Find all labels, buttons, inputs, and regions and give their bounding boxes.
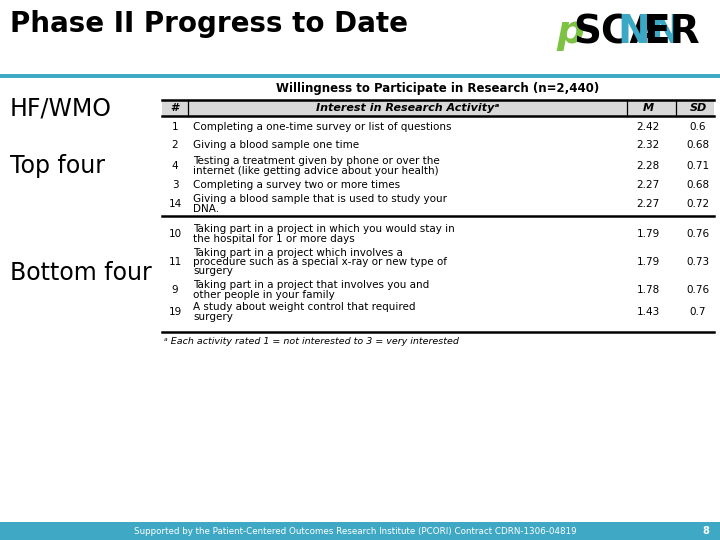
Text: 2: 2 [171, 140, 179, 150]
Text: SCA: SCA [573, 13, 660, 51]
Text: Taking part in a project which involves a: Taking part in a project which involves … [193, 248, 403, 258]
Text: Bottom four: Bottom four [10, 261, 152, 285]
Text: 19: 19 [168, 307, 181, 317]
Text: 0.76: 0.76 [686, 229, 710, 239]
Text: 2.32: 2.32 [636, 140, 660, 150]
Text: 0.72: 0.72 [686, 199, 710, 209]
Text: SD: SD [689, 103, 706, 113]
Text: #: # [171, 103, 180, 113]
Text: 0.68: 0.68 [686, 180, 710, 190]
Text: 3: 3 [171, 180, 179, 190]
Text: Giving a blood sample that is used to study your: Giving a blood sample that is used to st… [193, 194, 447, 204]
Text: Taking part in a project in which you would stay in: Taking part in a project in which you wo… [193, 224, 455, 234]
Text: 2.42: 2.42 [636, 122, 660, 132]
Text: surgery: surgery [193, 266, 233, 276]
Text: ER: ER [643, 13, 700, 51]
Text: 2.27: 2.27 [636, 180, 660, 190]
Text: 2.27: 2.27 [636, 199, 660, 209]
Text: 14: 14 [168, 199, 181, 209]
Text: M: M [642, 103, 654, 113]
Text: 0.6: 0.6 [690, 122, 706, 132]
Text: HF/WMO: HF/WMO [10, 96, 112, 120]
Text: Giving a blood sample one time: Giving a blood sample one time [193, 140, 359, 150]
Text: p: p [556, 13, 584, 51]
Text: surgery: surgery [193, 312, 233, 322]
Text: Supported by the Patient-Centered Outcomes Research Institute (PCORI) Contract C: Supported by the Patient-Centered Outcom… [134, 526, 576, 536]
Text: Taking part in a project that involves you and: Taking part in a project that involves y… [193, 280, 429, 290]
Text: the hospital for 1 or more days: the hospital for 1 or more days [193, 234, 355, 244]
Text: Phase II Progress to Date: Phase II Progress to Date [10, 10, 408, 38]
Text: Interest in Research Activityᵃ: Interest in Research Activityᵃ [316, 103, 499, 113]
Text: 8: 8 [703, 526, 709, 536]
Text: 0.68: 0.68 [686, 140, 710, 150]
Text: ᵃ Each activity rated 1 = not interested to 3 = very interested: ᵃ Each activity rated 1 = not interested… [164, 337, 459, 346]
Text: 0.7: 0.7 [690, 307, 706, 317]
Text: 1.79: 1.79 [636, 229, 660, 239]
Text: 1.79: 1.79 [636, 257, 660, 267]
Text: other people in your family: other people in your family [193, 290, 335, 300]
Text: NN: NN [617, 13, 683, 51]
Text: 9: 9 [171, 285, 179, 295]
Text: 0.76: 0.76 [686, 285, 710, 295]
Text: Completing a one-time survey or list of questions: Completing a one-time survey or list of … [193, 122, 451, 132]
Text: 2.28: 2.28 [636, 161, 660, 171]
Text: 1.43: 1.43 [636, 307, 660, 317]
Text: Testing a treatment given by phone or over the: Testing a treatment given by phone or ov… [193, 156, 440, 166]
Text: 1: 1 [171, 122, 179, 132]
Text: Completing a survey two or more times: Completing a survey two or more times [193, 180, 400, 190]
Text: 11: 11 [168, 257, 181, 267]
Text: procedure such as a special x-ray or new type of: procedure such as a special x-ray or new… [193, 257, 447, 267]
Text: DNA.: DNA. [193, 204, 219, 214]
Text: Willingness to Participate in Research (n=2,440): Willingness to Participate in Research (… [276, 82, 600, 95]
Text: 0.71: 0.71 [686, 161, 710, 171]
Text: Top four: Top four [10, 153, 105, 178]
Bar [0, 522, 720, 540]
Bar [162, 100, 714, 116]
Text: 1.78: 1.78 [636, 285, 660, 295]
Text: 0.73: 0.73 [686, 257, 710, 267]
Text: internet (like getting advice about your health): internet (like getting advice about your… [193, 166, 438, 176]
Text: A study about weight control that required: A study about weight control that requir… [193, 302, 415, 312]
Text: 4: 4 [171, 161, 179, 171]
Text: 10: 10 [168, 229, 181, 239]
